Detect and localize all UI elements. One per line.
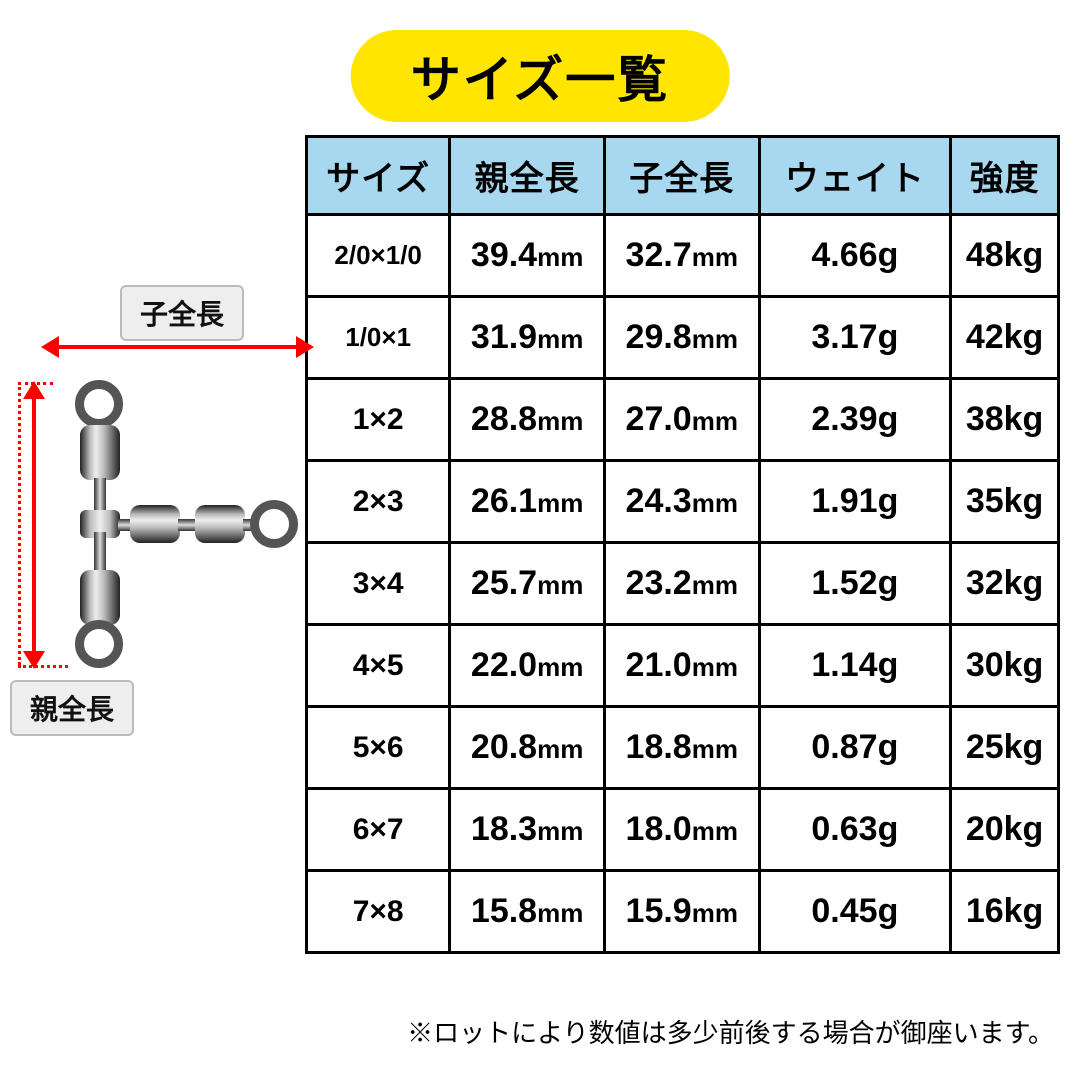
cell-weight: 1.52g	[759, 543, 951, 625]
table-header-row: サイズ 親全長 子全長 ウェイト 強度	[307, 137, 1059, 215]
cell-weight: 2.39g	[759, 379, 951, 461]
cell-child-len: 15.9mm	[604, 871, 759, 953]
cell-size: 2/0×1/0	[307, 215, 450, 297]
child-length-arrow	[55, 345, 300, 349]
cell-size: 4×5	[307, 625, 450, 707]
cell-child-len: 29.8mm	[604, 297, 759, 379]
table-body: 2/0×1/039.4mm32.7mm4.66g48kg1/0×131.9mm2…	[307, 215, 1059, 953]
table-row: 4×522.0mm21.0mm1.14g30kg	[307, 625, 1059, 707]
parent-length-arrow	[32, 395, 36, 655]
cell-parent-len: 25.7mm	[450, 543, 605, 625]
cell-strength: 16kg	[951, 871, 1059, 953]
cell-size: 3×4	[307, 543, 450, 625]
parent-length-label: 親全長	[10, 680, 134, 736]
cell-parent-len: 18.3mm	[450, 789, 605, 871]
cell-size: 7×8	[307, 871, 450, 953]
cell-strength: 30kg	[951, 625, 1059, 707]
page-title: サイズ一覧	[351, 30, 730, 122]
swivel-barrel-h1	[130, 505, 180, 543]
cell-child-len: 32.7mm	[604, 215, 759, 297]
cell-size: 5×6	[307, 707, 450, 789]
cell-child-len: 24.3mm	[604, 461, 759, 543]
swivel-eye-right	[250, 500, 298, 548]
cell-child-len: 23.2mm	[604, 543, 759, 625]
footnote-text: ※ロットにより数値は多少前後する場合が御座います。	[407, 1013, 1054, 1050]
cell-child-len: 18.0mm	[604, 789, 759, 871]
cell-weight: 0.63g	[759, 789, 951, 871]
cell-child-len: 18.8mm	[604, 707, 759, 789]
swivel-eye-bottom	[75, 620, 123, 668]
cell-weight: 4.66g	[759, 215, 951, 297]
swivel-barrel-v1	[80, 425, 120, 480]
col-size: サイズ	[307, 137, 450, 215]
cell-size: 1/0×1	[307, 297, 450, 379]
table-header: サイズ 親全長 子全長 ウェイト 強度	[307, 137, 1059, 215]
swivel-barrel-h2	[195, 505, 245, 543]
cell-parent-len: 22.0mm	[450, 625, 605, 707]
col-child: 子全長	[604, 137, 759, 215]
cell-parent-len: 28.8mm	[450, 379, 605, 461]
cell-size: 6×7	[307, 789, 450, 871]
cell-parent-len: 15.8mm	[450, 871, 605, 953]
swivel-eye-top	[75, 380, 123, 428]
swivel-stem-v2	[94, 532, 106, 572]
cell-weight: 1.91g	[759, 461, 951, 543]
cell-strength: 42kg	[951, 297, 1059, 379]
content-row: 子全長 親全長	[0, 135, 1080, 954]
table-row: 1/0×131.9mm29.8mm3.17g42kg	[307, 297, 1059, 379]
table-row: 7×815.8mm15.9mm0.45g16kg	[307, 871, 1059, 953]
cell-child-len: 27.0mm	[604, 379, 759, 461]
child-length-label: 子全長	[120, 285, 244, 341]
cell-weight: 0.87g	[759, 707, 951, 789]
cell-strength: 25kg	[951, 707, 1059, 789]
cell-weight: 1.14g	[759, 625, 951, 707]
table-row: 2/0×1/039.4mm32.7mm4.66g48kg	[307, 215, 1059, 297]
cell-weight: 3.17g	[759, 297, 951, 379]
diagram-area: 子全長 親全長	[0, 135, 305, 835]
table-row: 6×718.3mm18.0mm0.63g20kg	[307, 789, 1059, 871]
cell-parent-len: 39.4mm	[450, 215, 605, 297]
cell-strength: 32kg	[951, 543, 1059, 625]
cell-size: 1×2	[307, 379, 450, 461]
swivel-diagram: 子全長 親全長	[10, 285, 300, 715]
cell-strength: 38kg	[951, 379, 1059, 461]
swivel-illustration	[50, 380, 300, 670]
cell-strength: 35kg	[951, 461, 1059, 543]
table-row: 3×425.7mm23.2mm1.52g32kg	[307, 543, 1059, 625]
table-row: 1×228.8mm27.0mm2.39g38kg	[307, 379, 1059, 461]
table-row: 5×620.8mm18.8mm0.87g25kg	[307, 707, 1059, 789]
col-parent: 親全長	[450, 137, 605, 215]
cell-parent-len: 26.1mm	[450, 461, 605, 543]
col-strength: 強度	[951, 137, 1059, 215]
cell-strength: 20kg	[951, 789, 1059, 871]
col-weight: ウェイト	[759, 137, 951, 215]
swivel-barrel-v2	[80, 570, 120, 625]
parent-length-guide-v	[18, 382, 21, 665]
cell-weight: 0.45g	[759, 871, 951, 953]
size-table: サイズ 親全長 子全長 ウェイト 強度 2/0×1/039.4mm32.7mm4…	[305, 135, 1060, 954]
cell-strength: 48kg	[951, 215, 1059, 297]
cell-size: 2×3	[307, 461, 450, 543]
cell-child-len: 21.0mm	[604, 625, 759, 707]
cell-parent-len: 20.8mm	[450, 707, 605, 789]
cell-parent-len: 31.9mm	[450, 297, 605, 379]
table-row: 2×326.1mm24.3mm1.91g35kg	[307, 461, 1059, 543]
